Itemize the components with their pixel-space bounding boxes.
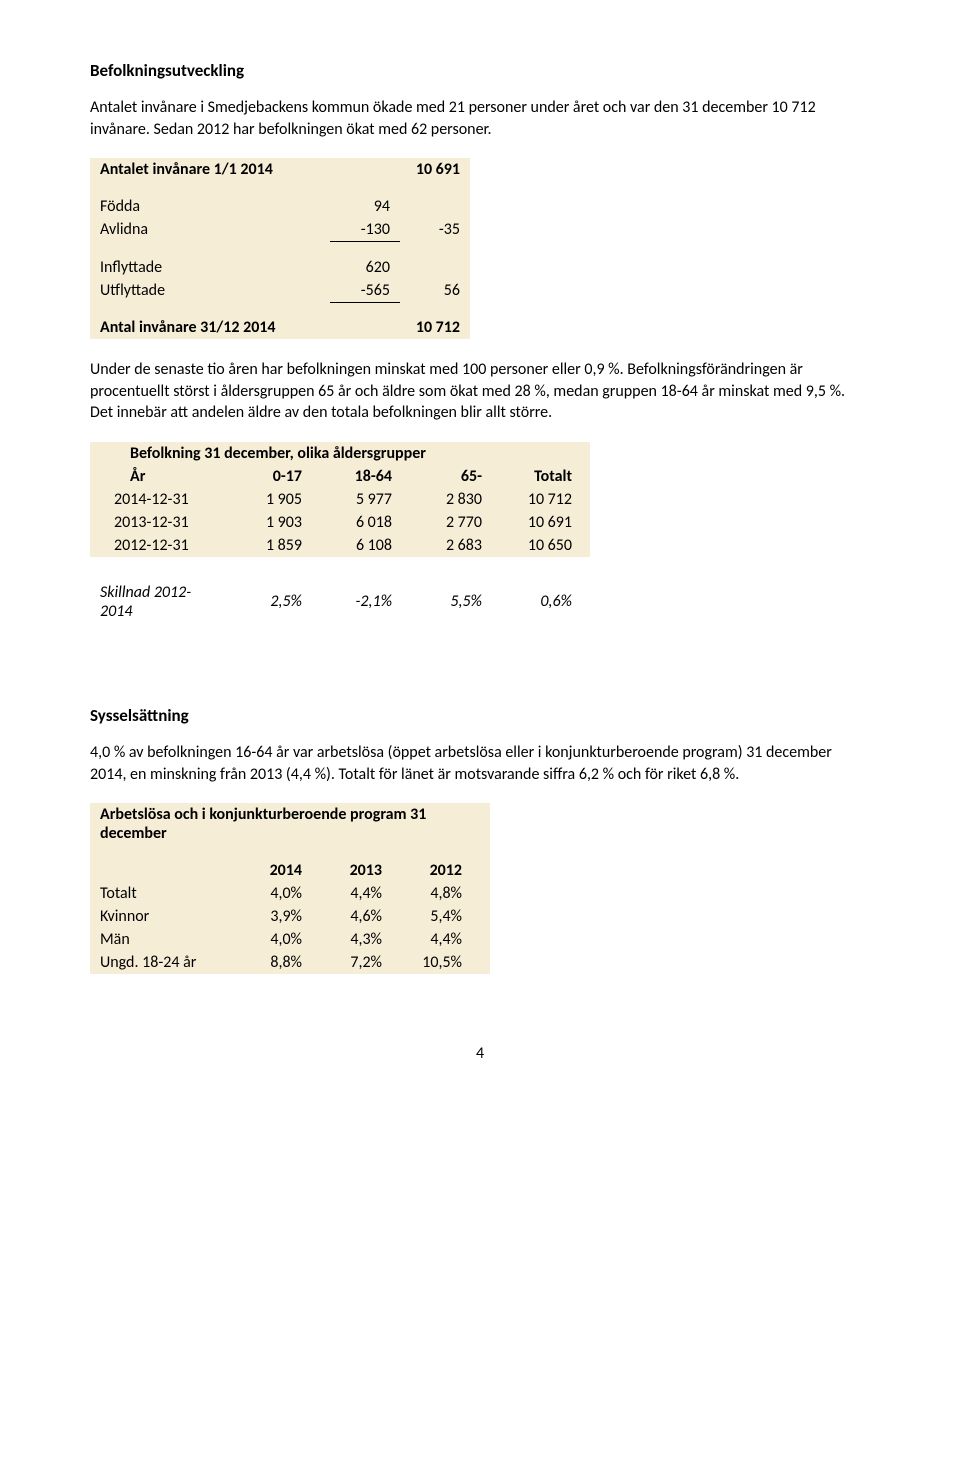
- table-row: Ungd. 18-24 år 8,8% 7,2% 10,5%: [90, 951, 490, 974]
- t1-r1-val: 10 691: [400, 158, 470, 181]
- population-change-table: Antalet invånare 1/1 2014 10 691 Födda 9…: [90, 158, 470, 339]
- section1-paragraph: Antalet invånare i Smedjebackens kommun …: [90, 97, 870, 140]
- t3-hdr-y1: 2014: [250, 859, 330, 882]
- section2-heading: Sysselsättning: [90, 705, 870, 726]
- t1-avlidna-val: -130: [330, 218, 400, 242]
- t2-hdr-c3: 65-: [410, 465, 500, 488]
- table-row: Kvinnor 3,9% 4,6% 5,4%: [90, 905, 490, 928]
- table-row: Män 4,0% 4,3% 4,4%: [90, 928, 490, 951]
- table-row: 2012-12-31 1 859 6 108 2 683 10 650: [90, 534, 590, 557]
- page-number: 4: [90, 1044, 870, 1063]
- t1-antal-label: Antal invånare 31/12 2014: [90, 316, 330, 339]
- paragraph-2: Under de senaste tio åren har befolkning…: [90, 359, 870, 424]
- t3-hdr-y2: 2013: [330, 859, 410, 882]
- table-row: 2014-12-31 1 905 5 977 2 830 10 712: [90, 488, 590, 511]
- t1-utflyttade-label: Utflyttade: [90, 279, 330, 303]
- t1-avlidna-net: -35: [400, 218, 470, 242]
- t2-title: Befolkning 31 december, olika åldersgrup…: [90, 442, 590, 465]
- t2-hdr-ar: År: [90, 465, 230, 488]
- section2-paragraph: 4,0 % av befolkningen 16-64 år var arbet…: [90, 742, 870, 785]
- t1-inflyttade-label: Inflyttade: [90, 256, 330, 279]
- diff-row: Skillnad 2012-2014 2,5% -2,1% 5,5% 0,6%: [90, 557, 590, 623]
- t2-hdr-c2: 18-64: [320, 465, 410, 488]
- t1-antal-val: 10 712: [400, 316, 470, 339]
- t1-utflyttade-val: -565: [330, 279, 400, 303]
- t2-hdr-c4: Totalt: [500, 465, 590, 488]
- population-by-age-table: Befolkning 31 december, olika åldersgrup…: [90, 442, 590, 623]
- t1-fodda-val: 94: [330, 195, 400, 218]
- t1-r1-label: Antalet invånare 1/1 2014: [90, 158, 330, 181]
- table-row: Totalt 4,0% 4,4% 4,8%: [90, 882, 490, 905]
- unemployment-table: Arbetslösa och i konjunkturberoende prog…: [90, 803, 490, 974]
- t1-utflyttade-net: 56: [400, 279, 470, 303]
- t1-fodda-label: Födda: [90, 195, 330, 218]
- t1-inflyttade-val: 620: [330, 256, 400, 279]
- t1-avlidna-label: Avlidna: [90, 218, 330, 242]
- section1-heading: Befolkningsutveckling: [90, 60, 870, 81]
- t2-hdr-c1: 0-17: [230, 465, 320, 488]
- t3-hdr-y3: 2012: [410, 859, 490, 882]
- t3-title: Arbetslösa och i konjunkturberoende prog…: [90, 803, 490, 845]
- table-row: 2013-12-31 1 903 6 018 2 770 10 691: [90, 511, 590, 534]
